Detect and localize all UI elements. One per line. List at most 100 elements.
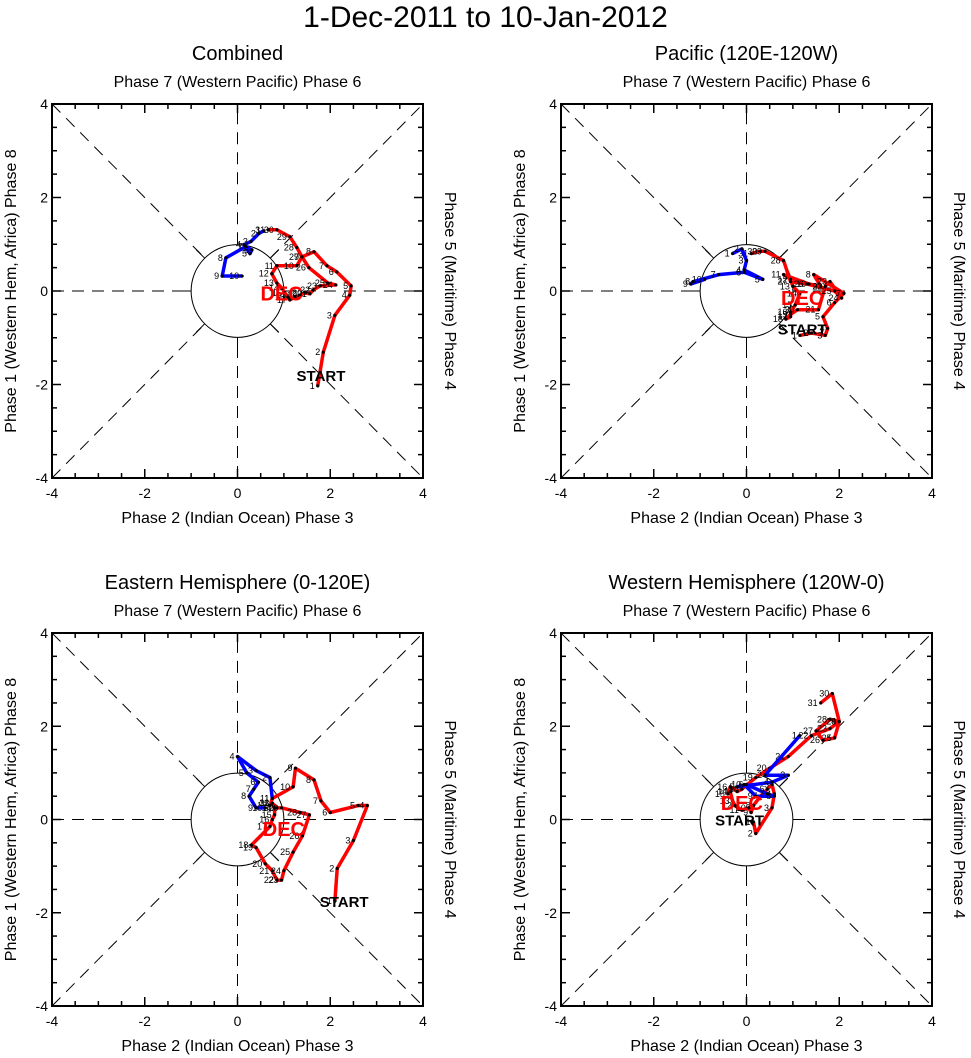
day-label: 5 xyxy=(239,768,244,778)
day-label: 6 xyxy=(250,777,255,787)
data-point xyxy=(842,291,846,295)
y-tick-label: -4 xyxy=(36,998,49,1014)
day-label: 2 xyxy=(734,244,739,254)
day-label: 22 xyxy=(264,875,274,885)
data-point xyxy=(291,850,295,854)
data-point xyxy=(303,291,307,295)
x-tick-label: -2 xyxy=(648,485,661,501)
data-point xyxy=(351,838,356,843)
data-point xyxy=(798,333,802,338)
day-label: 19 xyxy=(287,290,297,300)
day-label: 7 xyxy=(319,261,324,271)
data-point xyxy=(298,810,302,815)
data-point xyxy=(270,796,274,801)
day-label: 13 xyxy=(259,798,269,808)
day-label: 23 xyxy=(307,281,317,291)
day-label: 28 xyxy=(771,256,781,266)
top-axis-label: Phase 7 (Western Pacific) Phase 6 xyxy=(114,74,362,91)
data-point xyxy=(356,803,360,808)
left-axis-label: Phase 1 (Western Hem, Africa) Phase 8 xyxy=(3,678,20,961)
circle-tick xyxy=(778,323,789,333)
grid-dashed-line xyxy=(51,323,206,479)
data-point xyxy=(235,754,240,759)
day-label: 10 xyxy=(692,274,702,284)
grid-dashed-line xyxy=(778,632,933,787)
circle-tick xyxy=(269,851,280,862)
day-label: 3 xyxy=(248,766,253,776)
data-point xyxy=(798,733,802,738)
data-point xyxy=(316,384,320,388)
day-label: 3 xyxy=(764,803,769,813)
data-point xyxy=(758,249,763,253)
day-label: 25 xyxy=(822,733,832,743)
day-label: 14 xyxy=(787,288,797,298)
panel-2: Pacific (120E-120W) Phase 7 (Western Paci… xyxy=(512,43,967,527)
start-label: START xyxy=(297,368,346,385)
data-point xyxy=(247,794,251,798)
day-label: 9 xyxy=(683,279,688,289)
left-axis-label: Phase 1 (Western Hem, Africa) Phase 8 xyxy=(512,678,529,961)
data-point xyxy=(770,780,774,784)
data-point xyxy=(833,289,837,293)
day-label: 28 xyxy=(817,714,827,724)
data-point xyxy=(821,315,825,319)
data-point xyxy=(334,283,338,287)
day-label: 2 xyxy=(262,773,267,783)
circle-tick xyxy=(195,777,206,788)
month-label-dec: DEC xyxy=(721,793,763,815)
data-point xyxy=(325,264,329,268)
day-label: 15 xyxy=(782,300,792,310)
day-label: 30 xyxy=(819,689,829,699)
day-label: 3 xyxy=(780,770,785,780)
data-point xyxy=(828,280,832,284)
day-label: 24 xyxy=(829,293,839,303)
day-label: 10 xyxy=(796,279,806,289)
data-point xyxy=(805,282,809,286)
data-point xyxy=(742,268,746,272)
data-point xyxy=(819,284,823,288)
day-label: 5 xyxy=(815,312,820,322)
day-label: 9 xyxy=(743,808,748,818)
data-point xyxy=(295,264,299,268)
day-label: 1 xyxy=(327,896,332,906)
data-point xyxy=(788,277,793,281)
day-label: 1 xyxy=(792,330,797,340)
data-point xyxy=(326,281,330,285)
data-point xyxy=(220,274,224,278)
circle-tick xyxy=(195,851,206,862)
data-point xyxy=(740,247,744,251)
grid-dashed-line xyxy=(560,103,715,259)
month-label-dec: DEC xyxy=(781,288,823,310)
data-point xyxy=(268,824,272,829)
day-label: 22 xyxy=(812,281,822,291)
day-label: 25 xyxy=(315,278,325,288)
data-point xyxy=(740,808,744,812)
top-axis-label: Phase 7 (Western Pacific) Phase 6 xyxy=(623,74,871,91)
day-label: 6 xyxy=(738,780,743,790)
y-tick-label: -2 xyxy=(545,377,558,393)
data-point xyxy=(268,803,272,808)
x-tick-label: 4 xyxy=(419,1013,427,1029)
x-tick-label: 2 xyxy=(835,1013,843,1029)
day-label: 7 xyxy=(246,784,251,794)
data-point xyxy=(691,280,695,284)
data-point xyxy=(770,806,774,810)
data-point xyxy=(280,286,284,290)
data-point xyxy=(288,235,292,239)
data-point xyxy=(793,303,797,307)
day-label: 26 xyxy=(794,279,804,289)
data-point xyxy=(788,310,793,314)
data-point xyxy=(335,866,339,871)
y-tick-label: 2 xyxy=(549,718,557,734)
day-label: 18 xyxy=(238,840,248,850)
day-label: 30 xyxy=(747,246,757,256)
data-point xyxy=(807,282,811,286)
data-point xyxy=(717,273,721,277)
data-point xyxy=(270,817,274,822)
day-label: 16 xyxy=(275,292,285,302)
panel-1: Combined Phase 7 (Western Pacific) Phase … xyxy=(3,43,458,527)
data-point xyxy=(270,869,274,873)
day-label: 13 xyxy=(720,796,730,806)
y-tick-label: 0 xyxy=(40,812,48,828)
data-point xyxy=(348,293,352,297)
